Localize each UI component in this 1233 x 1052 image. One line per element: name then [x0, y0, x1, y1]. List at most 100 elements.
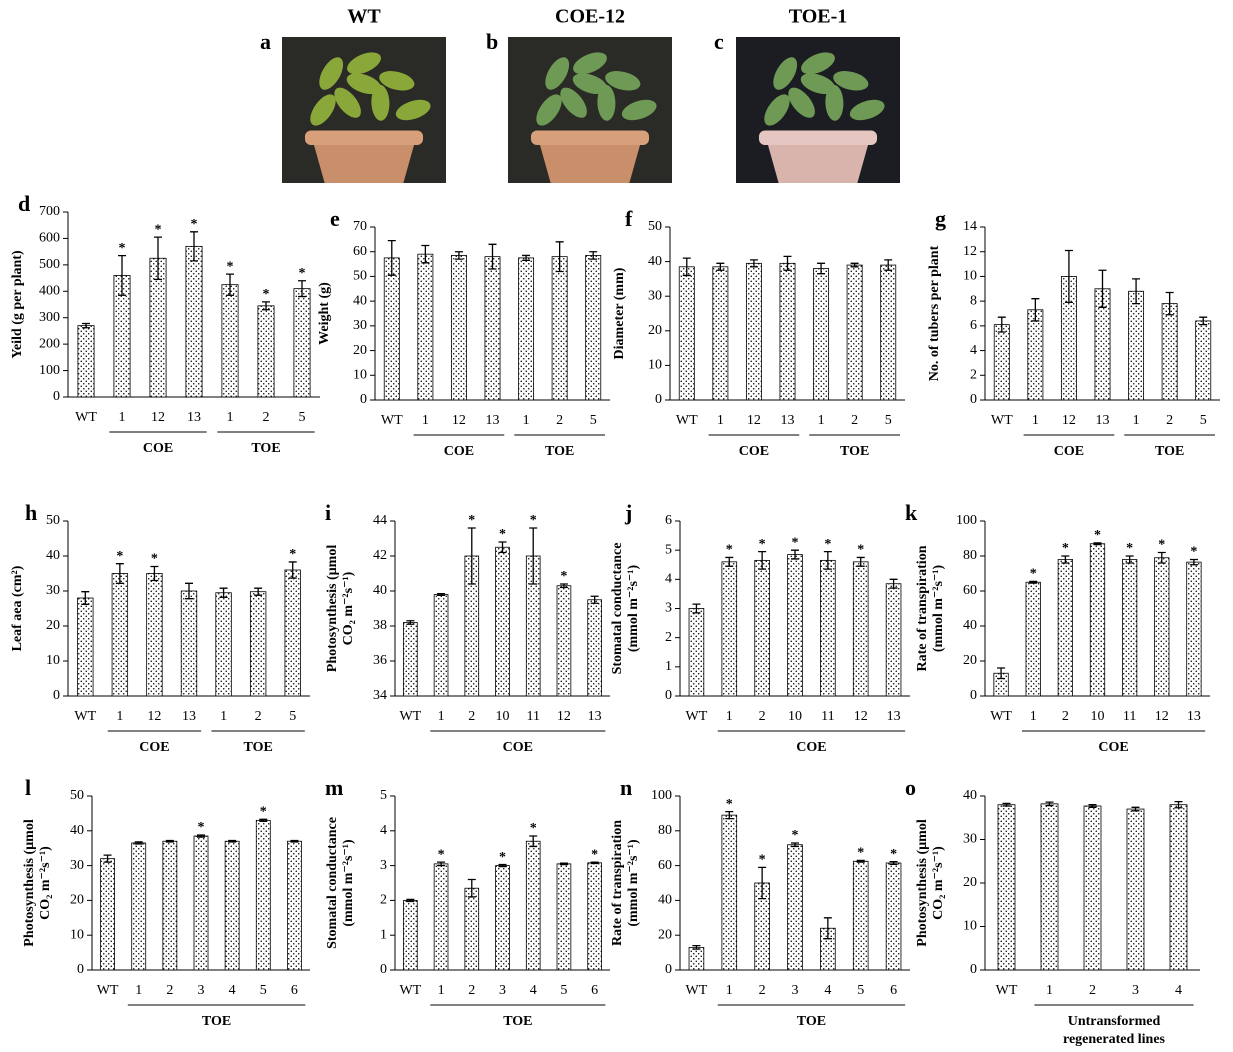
y-tick-label: 60 — [353, 244, 367, 259]
bar — [788, 845, 803, 970]
bar — [1084, 806, 1101, 970]
significance-mark: * — [1126, 541, 1133, 556]
x-tick-label: 6 — [291, 983, 298, 998]
y-tick-label: 3 — [380, 858, 387, 873]
chart: eWeight (g)010203040506070WT11213125COET… — [317, 206, 610, 459]
x-tick-label: 10 — [496, 709, 510, 724]
x-tick-label: 5 — [289, 709, 296, 724]
bar — [780, 263, 795, 400]
y-tick-label: 6 — [970, 318, 977, 333]
bar — [1196, 321, 1211, 400]
bar — [403, 900, 417, 970]
x-tick-label: 1 — [116, 709, 123, 724]
bar — [256, 820, 270, 970]
x-tick-label: 1 — [717, 413, 724, 428]
y-axis-label: CO₂ m⁻²s⁻¹) — [38, 846, 53, 920]
bar — [1155, 558, 1169, 696]
chart: lPhotosynthesis (µmolCO₂ m⁻²s⁻¹)01020304… — [22, 775, 310, 1029]
x-tick-label: 6 — [890, 983, 897, 998]
y-tick-label: 40 — [46, 548, 60, 563]
group-label: COE — [503, 740, 533, 755]
y-tick-label: 2 — [665, 630, 672, 645]
y-tick-label: 0 — [970, 962, 977, 977]
pot-rim — [531, 130, 649, 145]
significance-mark: * — [726, 797, 733, 812]
bar — [1041, 804, 1058, 970]
x-tick-label: 1 — [119, 410, 126, 425]
bar — [588, 863, 602, 970]
x-tick-label: 2 — [468, 983, 475, 998]
x-tick-label: 2 — [1062, 709, 1069, 724]
pot-rim — [305, 130, 423, 145]
y-tick-label: 50 — [648, 219, 662, 234]
bar — [886, 584, 901, 696]
bar — [886, 863, 901, 970]
x-tick-label: 13 — [1096, 413, 1110, 428]
bar — [403, 623, 417, 697]
bar — [78, 598, 94, 696]
photo-title: COE-12 — [555, 6, 625, 28]
y-tick-label: 50 — [353, 269, 367, 284]
x-tick-label: 5 — [590, 413, 597, 428]
panel-letter: e — [330, 206, 340, 231]
bar — [186, 246, 202, 397]
x-tick-label: WT — [990, 709, 1012, 724]
bar — [689, 609, 704, 697]
bar — [434, 595, 448, 697]
y-tick-label: 8 — [970, 293, 977, 308]
significance-mark: * — [792, 535, 799, 550]
significance-mark: * — [227, 259, 234, 274]
group-label: COE — [1098, 740, 1128, 755]
y-tick-label: 0 — [380, 962, 387, 977]
photo-title: TOE-1 — [789, 6, 848, 28]
y-tick-label: 2 — [970, 368, 977, 383]
significance-mark: * — [119, 241, 126, 256]
y-tick-label: 20 — [648, 323, 662, 338]
y-axis-label: Photosynthesis (µmol — [22, 819, 37, 947]
y-tick-label: 0 — [77, 962, 84, 977]
bar — [496, 547, 510, 696]
panel-letter: c — [714, 29, 724, 54]
x-tick-label: 2 — [759, 709, 766, 724]
y-tick-label: 2 — [380, 893, 387, 908]
bar — [222, 285, 238, 397]
x-tick-label: 1 — [726, 983, 733, 998]
significance-mark: * — [263, 287, 270, 302]
y-axis-label: Leaf aea (cm²) — [10, 565, 25, 651]
x-tick-label: 5 — [1200, 413, 1207, 428]
y-tick-label: 40 — [373, 583, 387, 598]
significance-mark: * — [857, 543, 864, 558]
bar — [1127, 809, 1144, 970]
x-tick-label: 12 — [1155, 709, 1169, 724]
significance-mark: * — [191, 217, 198, 232]
bar — [557, 864, 571, 970]
y-tick-label: 30 — [70, 858, 84, 873]
y-tick-label: 4 — [665, 572, 672, 587]
significance-mark: * — [591, 847, 598, 862]
x-tick-label: 12 — [147, 709, 161, 724]
y-tick-label: 10 — [648, 358, 662, 373]
x-tick-label: WT — [996, 983, 1018, 998]
group-label: Untransformed — [1068, 1014, 1161, 1029]
group-label: COE — [139, 740, 169, 755]
y-axis-label: Yeild (g per plant) — [10, 250, 25, 359]
x-tick-label: 5 — [885, 413, 892, 428]
significance-mark: * — [890, 847, 897, 862]
x-tick-label: 2 — [263, 410, 270, 425]
group-label: COE — [1054, 444, 1084, 459]
photo — [736, 37, 900, 183]
y-tick-label: 1 — [380, 927, 387, 942]
x-tick-label: WT — [686, 709, 708, 724]
bar — [746, 263, 761, 400]
panel-letter: m — [325, 775, 343, 800]
photo — [508, 37, 672, 183]
bar — [163, 841, 177, 970]
y-axis-label: Rate of transpiration — [915, 545, 930, 671]
x-tick-label: WT — [381, 413, 403, 428]
x-tick-label: 5 — [260, 983, 267, 998]
y-tick-label: 0 — [655, 392, 662, 407]
bar — [519, 258, 534, 400]
chart: oPhotosynthesis (µmolCO₂ m⁻²s⁻¹)01020304… — [905, 775, 1200, 1047]
panel-letter: h — [25, 500, 37, 525]
